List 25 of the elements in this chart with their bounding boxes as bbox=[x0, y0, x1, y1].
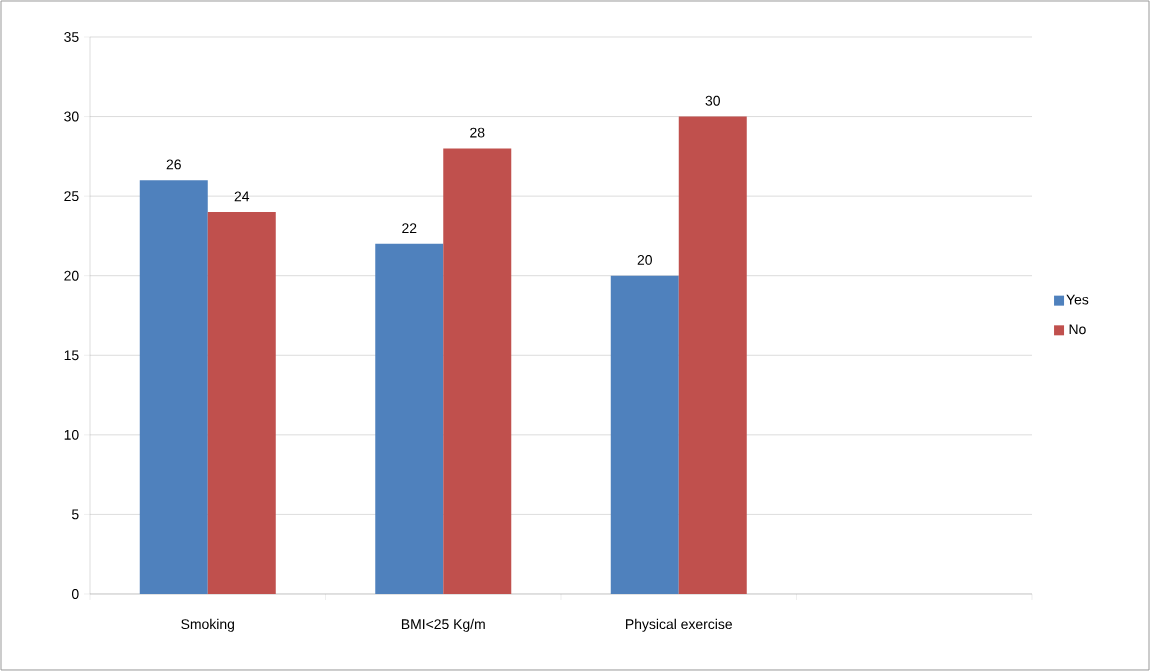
y-tick-label: 30 bbox=[64, 111, 79, 122]
y-tick-label: 35 bbox=[64, 32, 79, 42]
bar bbox=[443, 148, 512, 594]
legend-label: No bbox=[1069, 324, 1086, 335]
y-tick-label: 5 bbox=[71, 509, 79, 520]
data-label: 26 bbox=[166, 159, 181, 170]
bar bbox=[207, 212, 276, 594]
y-tick-label: 0 bbox=[71, 589, 79, 599]
bar bbox=[678, 116, 747, 594]
x-tick-label: Smoking bbox=[181, 618, 234, 632]
y-tick-label: 15 bbox=[64, 350, 79, 361]
bar bbox=[610, 275, 679, 594]
data-label: 24 bbox=[234, 191, 250, 202]
data-label: 30 bbox=[705, 95, 720, 106]
y-tick-label: 20 bbox=[64, 270, 79, 281]
data-label: 20 bbox=[637, 254, 652, 265]
data-label: 22 bbox=[402, 223, 417, 234]
bar bbox=[375, 243, 444, 594]
y-tick-label: 25 bbox=[64, 191, 79, 202]
y-tick-label: 10 bbox=[64, 429, 79, 440]
legend-label: Yes bbox=[1066, 294, 1089, 305]
x-tick-label: Physical exercise bbox=[626, 618, 732, 632]
data-label: 28 bbox=[470, 127, 485, 138]
bar bbox=[139, 180, 208, 594]
x-tick-label: BMI<25 Kg/m bbox=[401, 618, 485, 632]
